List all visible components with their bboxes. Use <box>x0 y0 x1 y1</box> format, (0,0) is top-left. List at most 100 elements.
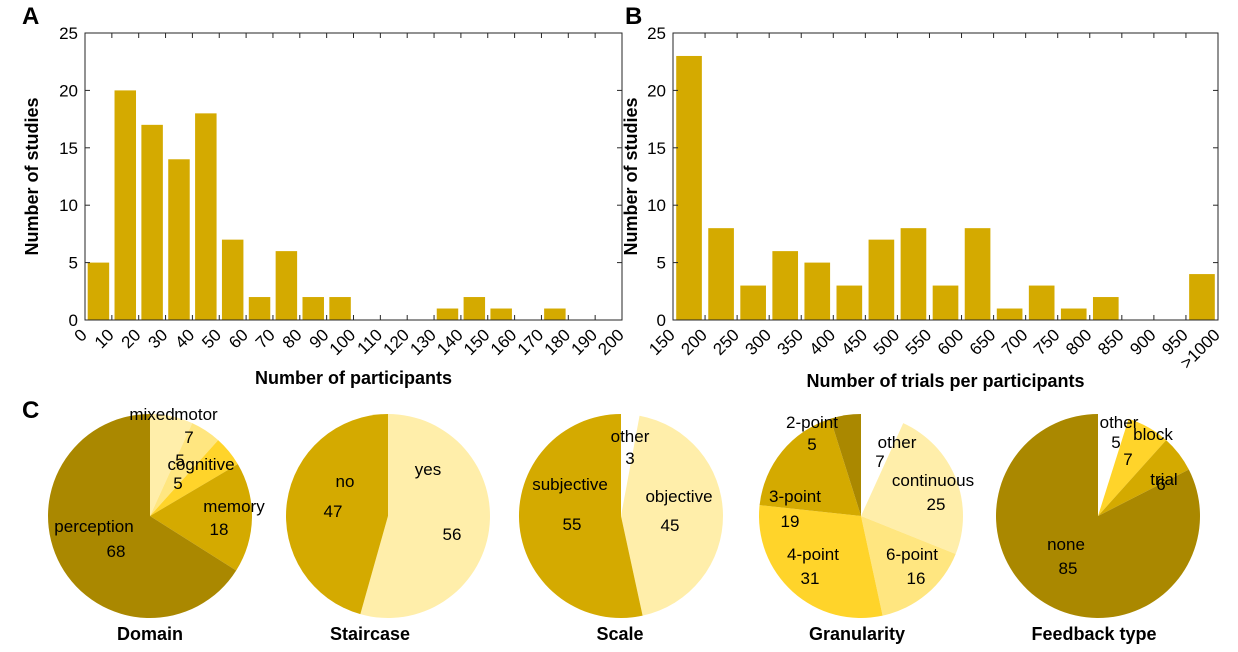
x-tick-label: 750 <box>1030 325 1063 358</box>
pie-chart: other 3 objective 45 subjective 55 Scale <box>518 413 723 644</box>
pie-title: Granularity <box>809 624 905 644</box>
pie-slice <box>861 423 964 554</box>
bar <box>1092 297 1119 320</box>
x-tick-label: 150 <box>645 325 678 358</box>
y-axis-label: Number of studies <box>621 97 641 255</box>
x-tick-label: 400 <box>806 325 839 358</box>
pie-slice <box>150 414 193 516</box>
pie-slice-label: 4-point <box>787 545 839 564</box>
x-tick-label: 80 <box>279 325 306 352</box>
x-tick-label: 500 <box>870 325 903 358</box>
bar <box>436 308 459 320</box>
pie-slice <box>759 418 861 516</box>
bar <box>772 251 799 320</box>
pie-slice <box>1098 440 1189 516</box>
pie-title: Scale <box>596 624 643 644</box>
bar <box>302 297 324 320</box>
pie-slice <box>621 415 723 616</box>
x-tick-label: 650 <box>966 325 999 358</box>
y-tick-label: 15 <box>647 139 666 158</box>
x-tick-label: 170 <box>514 325 547 358</box>
pie-slice <box>861 414 904 516</box>
bar <box>740 285 766 320</box>
pie-slice-value: 3 <box>625 449 634 468</box>
pie-title: Feedback type <box>1031 624 1156 644</box>
pie-slice-value: 5 <box>173 474 182 493</box>
x-axis-label: Number of trials per participants <box>806 371 1084 391</box>
pie-slice <box>621 414 640 516</box>
x-tick-label: 140 <box>433 325 466 358</box>
pie-slice-value: 85 <box>1059 559 1078 578</box>
bar <box>676 55 702 321</box>
pie-slice-label: mixed <box>129 405 174 424</box>
pie-slice <box>758 505 883 618</box>
bar <box>932 285 959 320</box>
bar <box>900 228 927 320</box>
pie-slice-value: 68 <box>107 542 126 561</box>
bar <box>708 228 734 320</box>
pie-slice-label: no <box>336 472 355 491</box>
pie-slice-value: 7 <box>875 452 884 471</box>
x-tick-label: 200 <box>594 325 627 358</box>
bar <box>195 113 217 320</box>
pie-slice <box>518 413 643 618</box>
y-tick-label: 10 <box>647 196 666 215</box>
pie-slice <box>360 414 491 618</box>
histogram-trials: 0 5 10 15 20 25 150200250300350400450500550600… <box>621 24 1224 391</box>
pie-slice-label: subjective <box>532 475 608 494</box>
x-tick-label: 250 <box>709 325 742 358</box>
bar <box>1028 285 1055 320</box>
y-tick-label: 25 <box>647 24 666 43</box>
bar <box>168 159 190 320</box>
pie-slice <box>861 516 956 616</box>
pie-slice <box>150 464 253 571</box>
bar <box>996 308 1023 320</box>
pie-slice-value: 18 <box>210 520 229 539</box>
x-tick-label: 200 <box>677 325 710 358</box>
x-tick-label: 700 <box>998 325 1031 358</box>
bar <box>1189 274 1215 320</box>
x-tick-label: 40 <box>171 325 198 352</box>
pie-slice-label: 3-point <box>769 487 821 506</box>
pie-slice-label: motor <box>174 405 218 424</box>
bar <box>114 90 137 321</box>
bar <box>544 308 566 320</box>
pie-slice-label: cognitive <box>167 455 234 474</box>
bar <box>141 124 163 320</box>
pie-slice-value: 16 <box>907 569 926 588</box>
x-tick-label: 850 <box>1094 325 1127 358</box>
y-tick-label: 20 <box>647 81 666 100</box>
pie-title: Domain <box>117 624 183 644</box>
axes-box <box>84 32 623 321</box>
pie-slice <box>1098 414 1129 516</box>
x-tick-label: 450 <box>838 325 871 358</box>
bar <box>804 262 831 320</box>
x-tick-label: 50 <box>198 325 225 352</box>
bar <box>836 285 863 320</box>
panel-label-b: B <box>625 3 642 30</box>
pie-slice <box>1098 418 1167 516</box>
panel-label-a: A <box>22 3 39 30</box>
x-tick-label: 550 <box>902 325 935 358</box>
pie-slice-value: 7 <box>184 428 193 447</box>
bar <box>221 239 244 320</box>
y-tick-label: 15 <box>59 139 78 158</box>
y-tick-label: 5 <box>69 254 78 273</box>
bar <box>868 239 895 320</box>
pie-slice <box>996 414 1201 618</box>
x-tick-label: 800 <box>1062 325 1095 358</box>
x-tick-label: 70 <box>252 325 279 352</box>
pie-slice-value: 56 <box>443 525 462 544</box>
pie-slice-value: 55 <box>563 515 582 534</box>
pie-slice <box>286 414 388 615</box>
pie-slice-value: 5 <box>807 435 816 454</box>
x-tick-label: 0 <box>71 325 91 345</box>
x-axis-label: Number of participants <box>255 368 452 388</box>
y-tick-label: 20 <box>59 81 78 100</box>
x-tick-label: 100 <box>326 325 359 358</box>
pie-chart: yes 56 no 47 Staircase <box>286 414 491 644</box>
pie-slice-value: 31 <box>801 569 820 588</box>
x-tick-label: 30 <box>145 325 172 352</box>
bar <box>329 297 351 320</box>
